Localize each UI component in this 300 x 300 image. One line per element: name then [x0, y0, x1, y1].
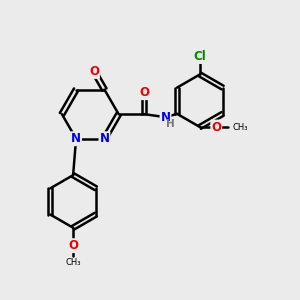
- Text: Cl: Cl: [194, 50, 206, 63]
- Text: O: O: [68, 239, 78, 252]
- Text: N: N: [100, 132, 110, 145]
- Text: H: H: [166, 119, 175, 129]
- Text: O: O: [211, 121, 221, 134]
- Text: N: N: [71, 132, 81, 145]
- Text: N: N: [160, 111, 170, 124]
- Text: O: O: [139, 86, 149, 99]
- Text: CH₃: CH₃: [65, 258, 81, 267]
- Text: O: O: [89, 65, 99, 78]
- Text: CH₃: CH₃: [233, 122, 248, 131]
